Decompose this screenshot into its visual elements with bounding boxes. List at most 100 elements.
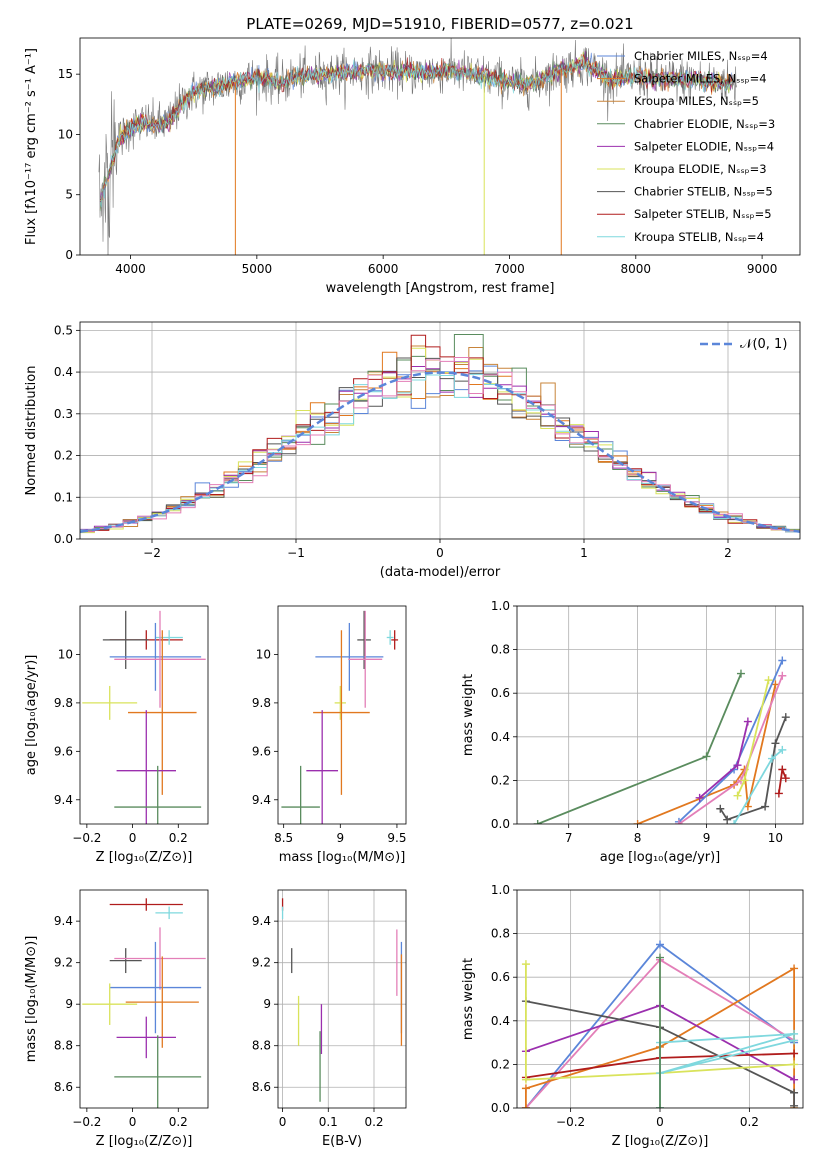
x-axis-label: (data-model)/error	[380, 565, 501, 580]
data-point-marker	[521, 1075, 530, 1084]
y-tick-label: 10	[256, 647, 271, 661]
data-point-marker	[702, 752, 711, 761]
axes-frame	[79, 605, 209, 825]
x-tick-label: 2	[724, 546, 732, 560]
data-point-marker	[736, 669, 745, 678]
axes-frame	[516, 889, 804, 1109]
data-point-marker	[790, 964, 799, 973]
x-tick-label: 9	[336, 831, 344, 845]
x-axis-label: mass [log₁₀(M/M⊙)]	[279, 850, 406, 865]
x-tick-label: 9	[703, 831, 711, 845]
legend-label: Chabrier MILES, Nₛₛₚ=4	[634, 49, 768, 63]
y-tick-label: 9.4	[54, 793, 73, 807]
axes-frame	[277, 889, 407, 1109]
plot-area	[517, 890, 803, 1108]
y-tick-label: 0.4	[491, 730, 510, 744]
axes-spectrum: 4000 5000 6000 7000 8000 9000 0 5 10 15 wavelength…	[24, 37, 801, 296]
y-tick-label: 9.6	[252, 744, 271, 758]
y-tick-label: 9.2	[252, 956, 271, 970]
data-point-marker	[790, 1049, 799, 1058]
spectrum-data-line	[98, 38, 737, 255]
legend-label: 𝒩(0, 1)	[740, 337, 787, 352]
x-axis-label: wavelength [Angstrom, rest frame]	[326, 281, 555, 296]
y-tick-label: 15	[58, 67, 73, 81]
axes-frame	[277, 605, 407, 825]
y-tick-label: 1.0	[491, 883, 510, 897]
x-tick-label: −0.2	[72, 1115, 101, 1129]
data-point-marker	[790, 1036, 799, 1045]
axes-age-vs-Z: −0.2 0 0.2 9.4 9.6 9.8 10 Z [log₁₀(Z/Z⊙)] age [l…	[24, 605, 209, 865]
x-tick-label: 0.2	[169, 831, 188, 845]
data-point-marker	[656, 953, 664, 962]
data-point-marker	[781, 774, 790, 783]
data-point-marker	[781, 713, 790, 722]
x-tick-label: 0.2	[364, 1115, 383, 1129]
legend-label: Kroupa ELODIE, Nₛₛₚ=3	[634, 162, 767, 176]
y-axis-label: Flux [fλ10⁻¹⁷ erg cm⁻² s⁻¹ A⁻¹]	[24, 48, 39, 245]
axes-frame	[79, 37, 801, 256]
x-tick-label: −0.2	[556, 1115, 585, 1129]
histogram-step	[80, 357, 800, 532]
y-axis-label: age [log₁₀(age/yr)]	[24, 655, 39, 776]
y-tick-label: 0.6	[491, 686, 510, 700]
legend-label: Salpeter ELODIE, Nₛₛₚ=4	[634, 139, 774, 153]
data-point-marker	[764, 676, 773, 685]
data-point-marker	[778, 765, 787, 774]
y-tick-label: 9	[263, 997, 271, 1011]
y-tick-label: 0.0	[54, 532, 73, 546]
x-tick-label: 6000	[368, 262, 399, 276]
y-tick-label: 8.6	[54, 1080, 73, 1094]
x-tick-label: 8.5	[274, 831, 293, 845]
x-tick-label: 0.1	[319, 1115, 338, 1129]
y-tick-label: 9.6	[54, 744, 73, 758]
y-tick-label: 8.6	[252, 1080, 271, 1094]
y-tick-label: 9.8	[252, 696, 271, 710]
data-point-marker	[674, 820, 683, 824]
legend-label: Chabrier STELIB, Nₛₛₚ=5	[634, 185, 773, 199]
data-point-marker	[767, 754, 776, 763]
data-point-marker	[716, 804, 725, 813]
data-point-marker	[790, 1088, 799, 1097]
series-line	[525, 964, 795, 1081]
y-tick-label: 5	[65, 188, 73, 202]
plot-area	[82, 898, 206, 1108]
plot-area	[80, 322, 800, 539]
x-tick-label: 5000	[242, 262, 273, 276]
y-tick-label: 0.5	[54, 323, 73, 337]
x-tick-label: 1	[580, 546, 588, 560]
y-tick-label: 0.2	[54, 449, 73, 463]
data-point-marker	[761, 802, 770, 811]
x-tick-label: 0	[129, 831, 137, 845]
data-point-marker	[778, 671, 787, 680]
axes-mass-vs-EBV: 0 0.1 0.2 8.6 8.8 9 9.2 9.4 E(B-V)	[252, 889, 407, 1149]
x-tick-label: 0.2	[169, 1115, 188, 1129]
x-tick-label: −2	[143, 546, 161, 560]
x-axis-label: age [log₁₀(age/yr)]	[600, 850, 721, 865]
x-tick-label: 8	[634, 831, 642, 845]
x-tick-label: 0	[129, 1115, 137, 1129]
data-point-marker	[521, 1084, 530, 1093]
data-point-marker	[695, 793, 704, 802]
data-point-marker	[723, 815, 732, 824]
legend-label: Kroupa STELIB, Nₛₛₚ=4	[634, 230, 764, 244]
data-point-marker	[774, 789, 783, 798]
x-tick-label: −1	[287, 546, 305, 560]
axes-frame	[79, 321, 801, 540]
y-tick-label: 9.4	[54, 914, 73, 928]
x-tick-label: 4000	[115, 262, 146, 276]
axes-frame	[79, 889, 209, 1109]
axes-frame	[516, 605, 804, 825]
y-tick-label: 0.8	[491, 927, 510, 941]
data-point-marker	[771, 739, 780, 748]
axes-massweight-vs-age: 7 8 9 10 0.0 0.2 0.4 0.6 0.8 1.0 age [log₁₀(age/yr…	[461, 599, 804, 865]
x-tick-label: 7000	[494, 262, 525, 276]
y-tick-label: 9.8	[54, 696, 73, 710]
figure-title: PLATE=0269, MJD=51910, FIBERID=0577, z=0…	[246, 15, 633, 33]
y-tick-label: 10	[58, 647, 73, 661]
legend-label: Kroupa MILES, Nₛₛₚ=5	[634, 94, 759, 108]
y-tick-label: 8.8	[54, 1039, 73, 1053]
y-tick-label: 0.3	[54, 407, 73, 421]
y-tick-label: 10	[58, 127, 73, 141]
y-tick-label: 9.4	[252, 914, 271, 928]
spectrum-model-line	[99, 55, 732, 208]
